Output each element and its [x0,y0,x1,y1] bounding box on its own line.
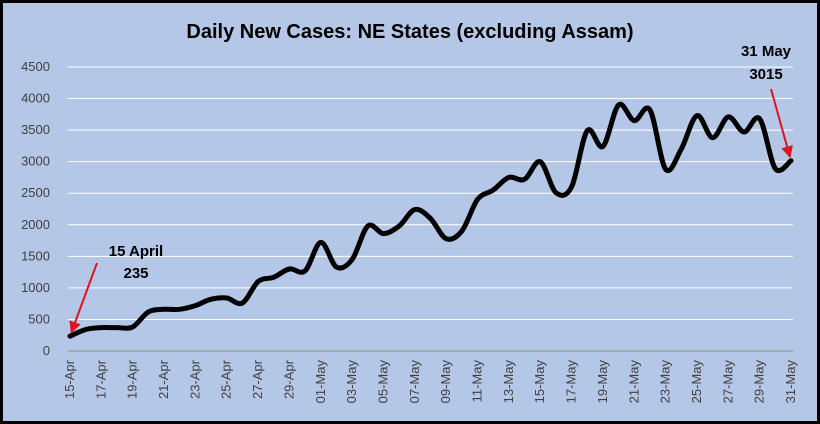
annotations: 15 April 235 31 May 3015 [69,43,793,334]
x-tick-label: 21-May [626,360,641,404]
data-point [617,103,620,107]
y-tick-label: 2000 [21,217,50,232]
x-tick-label: 03-May [344,360,359,404]
data-point [789,159,793,162]
data-point [539,160,542,163]
data-point [68,334,72,338]
data-point [115,326,119,329]
data-point [100,326,103,329]
plot-series [67,101,794,339]
x-tick-label: 09-May [438,360,453,404]
data-point [554,191,558,194]
data-point [319,241,322,244]
data-point [131,325,134,329]
series-line [67,101,794,339]
data-point [523,178,526,181]
data-point [241,301,244,305]
data-point [727,115,730,119]
data-point [758,117,761,120]
data-point [664,168,667,171]
data-point [711,136,714,139]
y-tick-label: 2500 [21,185,50,200]
data-point [147,310,150,314]
y-tick-label: 4500 [21,59,50,74]
x-tick-label: 21-Apr [156,359,171,399]
x-tick-label: 25-Apr [219,359,234,399]
x-tick-label: 23-May [658,360,673,404]
data-point [413,208,417,211]
y-tick-label: 0 [43,343,50,358]
annotation-arrow [770,88,793,159]
x-tick-label: 31-May [783,360,798,404]
x-tick-label: 19-Apr [125,359,140,399]
data-point [507,176,511,179]
y-tick-label: 3000 [21,154,50,169]
data-point [162,308,166,311]
x-tick-label: 19-May [595,360,610,404]
data-point [680,147,683,151]
data-point [209,298,213,301]
data-point [460,229,464,233]
data-point [335,265,338,269]
data-point [382,232,385,235]
data-point [272,275,275,279]
x-tick-label: 25-May [689,360,704,404]
x-tick-label: 11-May [470,360,485,403]
data-point [491,188,495,192]
x-tick-label: 27-Apr [250,359,265,399]
data-point [366,224,370,228]
x-tick-label: 13-May [501,360,516,404]
data-point [444,237,448,240]
y-tick-label: 3500 [21,122,50,137]
annotation-value: 3015 [749,66,782,83]
annotation-value: 235 [123,265,148,282]
x-tick-label: 17-May [564,360,579,404]
data-point [586,129,589,132]
data-point [633,119,636,122]
data-point [695,114,699,117]
data-point [601,145,605,148]
annotation-arrow [69,262,98,334]
x-tick-label: 01-May [313,360,328,404]
y-tick-label: 500 [28,311,50,326]
x-tick-label: 29-May [752,360,767,404]
y-tick-label: 4000 [21,91,50,106]
y-tick-label: 1500 [21,248,50,263]
data-point [397,224,401,228]
data-point [256,280,260,283]
data-point [648,108,652,112]
x-tick-label: 15-May [532,360,547,404]
data-point [84,328,87,331]
x-axis: 15-Apr 17-Apr 19-Apr 21-Apr 23-Apr 25-Apr 27-A… [62,350,798,404]
data-point [178,308,181,311]
y-axis: 0 500 1000 1500 2000 2500 3000 3500 4000 4500 [21,59,50,358]
data-point [350,258,354,261]
y-tick-label: 1000 [21,280,50,295]
x-tick-label: 23-Apr [187,359,202,399]
x-tick-label: 27-May [720,360,735,404]
data-point [774,167,777,170]
chart-title: Daily New Cases: NE States (excluding As… [186,21,633,43]
annotation-label: 31 May [741,43,792,60]
data-point [429,217,432,220]
annotation-label: 15 April [109,243,163,260]
x-tick-label: 07-May [407,360,422,404]
data-point [288,267,291,271]
x-tick-label: 17-Apr [93,359,108,399]
data-point [303,269,307,273]
data-point [225,296,228,300]
data-point [570,185,573,189]
data-point [194,304,197,307]
data-point [476,198,479,201]
x-tick-label: 05-May [375,360,390,404]
x-tick-label: 15-Apr [62,359,77,399]
x-tick-label: 29-Apr [281,359,296,399]
data-point [742,130,746,134]
